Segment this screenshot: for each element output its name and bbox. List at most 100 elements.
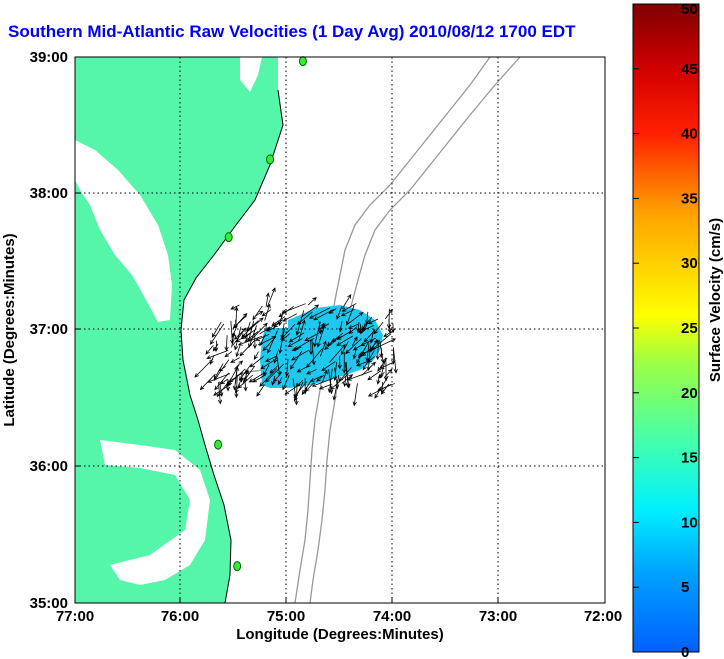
velocity-vector: [273, 351, 279, 364]
velocity-vector: [347, 311, 364, 325]
velocity-vector: [271, 375, 276, 386]
station-marker: [214, 439, 223, 450]
velocity-vector: [301, 380, 312, 396]
velocity-vector: [309, 375, 323, 382]
velocity-vector: [217, 382, 223, 405]
velocity-vector: [351, 336, 358, 346]
x-tick-label: 77:00: [56, 608, 94, 625]
velocity-vector: [305, 382, 315, 392]
colorbar-tick-label: 35: [681, 190, 698, 207]
velocity-vector: [332, 374, 340, 401]
velocity-vector: [284, 383, 301, 395]
velocity-vector: [374, 375, 389, 399]
velocity-vector: [248, 371, 267, 383]
velocity-vector: [281, 303, 306, 314]
velocity-vector: [370, 339, 379, 350]
colorbar-tick-label: 25: [681, 320, 698, 337]
velocity-vector: [361, 361, 376, 376]
tick-marks: [75, 192, 499, 603]
velocity-vector: [340, 308, 355, 317]
velocity-vector: [237, 335, 263, 346]
velocity-vector: [247, 317, 264, 332]
colorbar-tick-label: 30: [681, 255, 698, 272]
velocity-vector: [380, 383, 390, 395]
velocity-vector: [205, 345, 214, 355]
velocity-vector: [296, 365, 309, 373]
velocity-vector: [219, 381, 224, 398]
map-title: Southern Mid-Atlantic Raw Velocities (1 …: [8, 22, 576, 41]
velocity-vector: [239, 339, 256, 357]
station-marker: [266, 154, 275, 165]
velocity-vector: [249, 356, 264, 368]
velocity-vector: [244, 321, 251, 340]
y-tick-label: 38:00: [30, 185, 68, 202]
chesapeake-bay: [75, 140, 172, 322]
velocity-vector: [265, 355, 278, 362]
velocity-vector: [295, 310, 305, 336]
velocity-vector: [364, 311, 370, 325]
velocity-vector: [218, 366, 226, 372]
velocity-vector: [231, 331, 236, 348]
velocity-vector: [311, 339, 316, 366]
velocity-vector: [291, 346, 302, 352]
velocity-vector: [199, 373, 216, 391]
velocity-vector: [367, 318, 379, 325]
colorbar-tick-label: 5: [681, 579, 689, 596]
velocity-vector: [234, 306, 239, 325]
velocity-vector: [269, 365, 278, 374]
velocity-vector: [379, 357, 387, 379]
station-markers: [214, 56, 307, 572]
y-tick-label: 35:00: [30, 595, 68, 612]
velocity-vector: [321, 323, 330, 329]
x-tick-label: 72:00: [584, 608, 622, 625]
velocity-vector: [230, 357, 240, 363]
velocity-vector: [316, 323, 326, 348]
velocity-vector: [235, 345, 241, 358]
velocity-vector: [387, 319, 392, 334]
velocity-vector: [282, 313, 297, 322]
velocity-vector: [212, 343, 219, 352]
velocity-vector: [338, 367, 352, 382]
velocity-vector: [358, 349, 373, 356]
velocity-vector: [209, 323, 225, 345]
velocity-vector: [393, 349, 398, 374]
velocity-vector: [347, 323, 359, 329]
y-tick-label: 36:00: [30, 458, 68, 475]
velocity-vector: [311, 378, 334, 387]
velocity-vector: [296, 311, 313, 325]
station-marker: [233, 561, 242, 572]
x-tick-label: 74:00: [373, 608, 411, 625]
velocity-vector: [358, 324, 363, 335]
colorbar-tick-label: 10: [681, 514, 698, 531]
colorbar-tick-label: 50: [681, 1, 698, 18]
velocity-vector: [244, 331, 259, 343]
velocity-vector: [287, 338, 303, 347]
velocity-vector: [375, 340, 380, 361]
delaware-bay: [240, 57, 262, 92]
velocity-vector: [256, 384, 265, 397]
station-marker: [298, 56, 307, 67]
x-axis-label: Longitude (Degrees:Minutes): [236, 626, 444, 643]
velocity-vector: [273, 319, 283, 328]
velocity-vector: [290, 349, 310, 361]
velocity-vector: [341, 374, 354, 384]
velocity-vector: [391, 323, 396, 333]
velocity-vector: [336, 335, 353, 346]
velocity-vector: [379, 347, 384, 359]
plot-frame: [74, 56, 606, 604]
velocity-vector: [255, 333, 270, 341]
velocity-vector: [262, 336, 276, 352]
velocity-vector: [367, 370, 381, 381]
velocity-vector: [321, 361, 336, 371]
coastline: [180, 89, 284, 603]
station-marker: [224, 232, 233, 243]
colorbar: [632, 3, 700, 653]
velocity-vector: [327, 368, 333, 394]
velocity-vector: [224, 335, 229, 352]
velocity-vector: [344, 362, 351, 389]
velocity-vector: [304, 330, 324, 342]
velocity-vector: [211, 321, 222, 338]
velocity-vector: [329, 344, 346, 363]
velocity-vector: [369, 328, 375, 344]
